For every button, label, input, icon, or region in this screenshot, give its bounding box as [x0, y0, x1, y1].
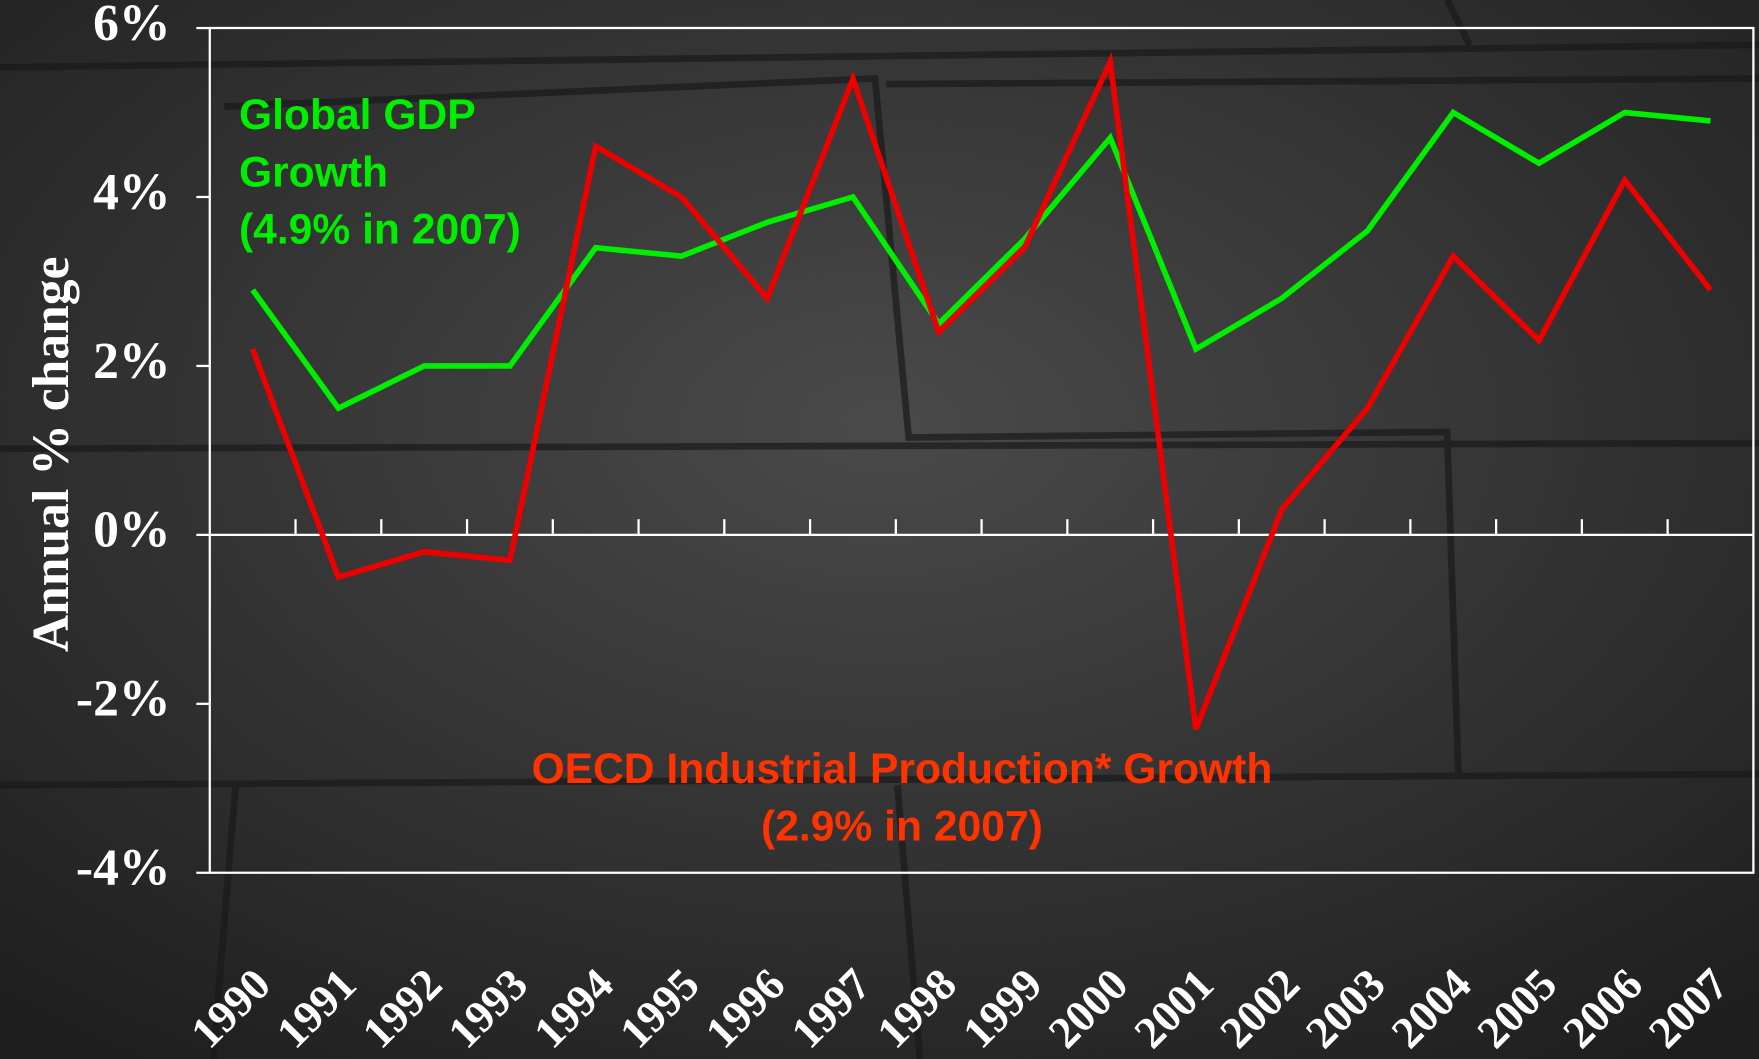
annotation: Growth [239, 148, 388, 196]
annotation: Global GDP [239, 91, 476, 139]
y-tick-label: 6% [93, 0, 170, 52]
y-tick-label: 4% [93, 164, 170, 221]
annotation: (2.9% in 2007) [761, 802, 1043, 850]
annotation: OECD Industrial Production* Growth [531, 745, 1272, 793]
series-line [250, 51, 1713, 731]
y-tick-label: -2% [76, 671, 171, 728]
y-axis-label: Annual % change [23, 257, 80, 653]
y-tick-label: -4% [76, 840, 171, 897]
plot-frame [208, 26, 1755, 874]
annotation: (4.9% in 2007) [239, 205, 521, 253]
series-line [250, 108, 1711, 412]
y-tick-label: 0% [93, 502, 170, 559]
y-tick-label: 2% [93, 333, 170, 390]
plot-area [208, 26, 1755, 874]
